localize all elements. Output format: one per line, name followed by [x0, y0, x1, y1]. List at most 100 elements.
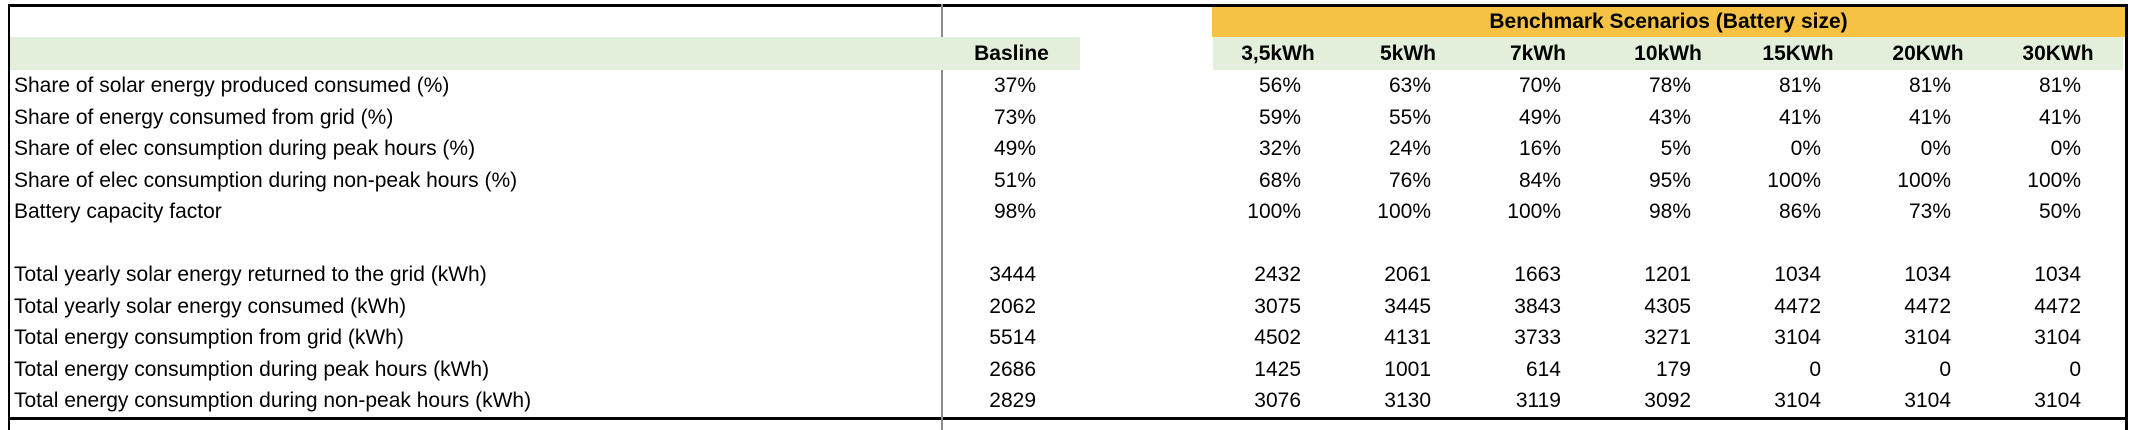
scenario-value-cell-2[interactable]: 76%: [1388, 168, 1431, 192]
scenario-value-cell-7[interactable]: 50%: [2038, 200, 2081, 223]
scenario-value-cell-3[interactable]: 614: [1525, 357, 1561, 381]
scenario-value-cell-2[interactable]: 63%: [1388, 74, 1431, 97]
scenario-value-cell-7[interactable]: 0%: [2050, 137, 2081, 160]
scenario-value-cell-3[interactable]: 1663: [1514, 263, 1561, 286]
scenario-value-cell-2[interactable]: 24%: [1388, 137, 1431, 160]
scenario-value-cell-7[interactable]: 3104: [2034, 389, 2081, 412]
scenario-header-cell-7[interactable]: 30KWh: [1993, 37, 2123, 70]
scenario-header-cell-3[interactable]: 7kWh: [1473, 37, 1603, 70]
baseline-value-cell[interactable]: 37%: [993, 74, 1036, 97]
baseline-value-cell[interactable]: 2686: [989, 357, 1036, 381]
scenario-value-cell-1[interactable]: 59%: [1258, 105, 1301, 129]
scenario-value-cell-2[interactable]: 3445: [1384, 294, 1431, 318]
scenario-value-cell-4[interactable]: 3271: [1644, 326, 1691, 349]
scenario-value-cell-3[interactable]: 84%: [1518, 168, 1561, 192]
row-label-cell[interactable]: Share of elec consumption during peak ho…: [14, 137, 476, 160]
scenario-value-cell-5[interactable]: 86%: [1778, 200, 1821, 223]
scenario-value-cell-5[interactable]: 3104: [1774, 389, 1821, 412]
scenario-value-cell-1[interactable]: 2432: [1254, 263, 1301, 286]
scenario-value-cell-4[interactable]: 43%: [1648, 105, 1691, 129]
scenario-value-cell-3[interactable]: 3733: [1514, 326, 1561, 349]
scenario-header-cell-6[interactable]: 20KWh: [1863, 37, 1993, 70]
scenario-value-cell-2[interactable]: 100%: [1377, 200, 1431, 223]
scenario-value-cell-5[interactable]: 3104: [1774, 326, 1821, 349]
scenario-value-cell-6[interactable]: [1863, 228, 1993, 260]
scenario-value-cell-7[interactable]: 3104: [2034, 326, 2081, 349]
baseline-value-cell[interactable]: 2829: [989, 389, 1036, 412]
baseline-value-cell[interactable]: 73%: [993, 105, 1036, 129]
scenario-value-cell-4[interactable]: [1603, 228, 1733, 260]
scenario-value-cell-4[interactable]: 179: [1655, 357, 1691, 381]
scenario-value-cell-6[interactable]: 81%: [1908, 74, 1951, 97]
scenario-value-cell-6[interactable]: 0%: [1920, 137, 1951, 160]
scenario-value-cell-5[interactable]: 0: [1809, 357, 1821, 381]
baseline-value-cell[interactable]: 2062: [989, 294, 1036, 318]
scenario-value-cell-3[interactable]: [1473, 228, 1603, 260]
scenario-value-cell-1[interactable]: 68%: [1258, 168, 1301, 192]
scenario-value-cell-4[interactable]: 1201: [1644, 263, 1691, 286]
label-column-header-cell[interactable]: [10, 37, 943, 70]
scenario-value-cell-1[interactable]: 4502: [1254, 326, 1301, 349]
row-label-cell[interactable]: Total yearly solar energy returned to th…: [14, 263, 487, 286]
scenario-header-cell-4[interactable]: 10kWh: [1603, 37, 1733, 70]
scenario-value-cell-4[interactable]: 3092: [1644, 389, 1691, 412]
scenario-value-cell-7[interactable]: 0: [2069, 357, 2081, 381]
scenario-value-cell-3[interactable]: 3119: [1515, 389, 1561, 412]
scenario-value-cell-7[interactable]: 100%: [2027, 168, 2081, 192]
row-label-cell[interactable]: Share of elec consumption during non-pea…: [14, 168, 518, 192]
row-label-cell[interactable]: Total energy consumption during peak hou…: [14, 357, 490, 381]
scenario-header-cell-1[interactable]: 3,5kWh: [1213, 37, 1343, 70]
baseline-value-cell[interactable]: [943, 228, 1080, 260]
scenario-value-cell-4[interactable]: 5%: [1660, 137, 1691, 160]
scenario-value-cell-4[interactable]: 4305: [1644, 294, 1691, 318]
scenario-value-cell-1[interactable]: 56%: [1258, 74, 1301, 97]
scenario-value-cell-6[interactable]: 41%: [1908, 105, 1951, 129]
scenario-value-cell-2[interactable]: 2061: [1384, 263, 1431, 286]
row-label-cell[interactable]: Battery capacity factor: [14, 200, 222, 223]
scenario-value-cell-5[interactable]: 41%: [1778, 105, 1821, 129]
scenario-value-cell-4[interactable]: 98%: [1648, 200, 1691, 223]
scenario-value-cell-5[interactable]: 0%: [1790, 137, 1821, 160]
baseline-value-cell[interactable]: 98%: [993, 200, 1036, 223]
row-label-cell[interactable]: Share of energy consumed from grid (%): [14, 105, 394, 129]
scenario-value-cell-1[interactable]: 3076: [1254, 389, 1301, 412]
scenario-value-cell-6[interactable]: 0: [1939, 357, 1951, 381]
scenario-value-cell-3[interactable]: 100%: [1507, 200, 1561, 223]
baseline-value-cell[interactable]: 51%: [993, 168, 1036, 192]
scenario-value-cell-6[interactable]: 3104: [1904, 389, 1951, 412]
scenario-value-cell-5[interactable]: 1034: [1774, 263, 1821, 286]
scenario-value-cell-5[interactable]: 81%: [1778, 74, 1821, 97]
row-label-cell[interactable]: Total energy consumption from grid (kWh): [14, 326, 404, 349]
scenario-value-cell-6[interactable]: 3104: [1904, 326, 1951, 349]
scenario-value-cell-2[interactable]: 55%: [1388, 105, 1431, 129]
baseline-value-cell[interactable]: 5514: [989, 326, 1036, 349]
scenario-value-cell-6[interactable]: 100%: [1897, 168, 1951, 192]
scenario-value-cell-7[interactable]: 4472: [2034, 294, 2081, 318]
scenario-header-cell-2[interactable]: 5kWh: [1343, 37, 1473, 70]
scenario-value-cell-5[interactable]: 4472: [1774, 294, 1821, 318]
baseline-value-cell[interactable]: 3444: [989, 263, 1036, 286]
scenario-value-cell-1[interactable]: 100%: [1247, 200, 1301, 223]
scenario-value-cell-4[interactable]: 78%: [1648, 74, 1691, 97]
scenario-value-cell-5[interactable]: [1733, 228, 1863, 260]
scenario-value-cell-1[interactable]: 1425: [1254, 357, 1301, 381]
scenario-value-cell-1[interactable]: 3075: [1254, 294, 1301, 318]
scenario-value-cell-2[interactable]: 4131: [1384, 326, 1431, 349]
row-label-cell[interactable]: Share of solar energy produced consumed …: [14, 74, 450, 97]
scenario-value-cell-6[interactable]: 4472: [1904, 294, 1951, 318]
scenario-value-cell-5[interactable]: 100%: [1767, 168, 1821, 192]
scenario-value-cell-6[interactable]: 73%: [1908, 200, 1951, 223]
baseline-value-cell[interactable]: 49%: [993, 137, 1036, 160]
scenario-value-cell-3[interactable]: 49%: [1518, 105, 1561, 129]
row-label-cell[interactable]: [10, 228, 943, 260]
scenario-value-cell-1[interactable]: [1213, 228, 1343, 260]
scenario-value-cell-1[interactable]: 32%: [1258, 137, 1301, 160]
baseline-header-cell[interactable]: Basline: [943, 37, 1080, 70]
scenario-value-cell-7[interactable]: 1034: [2034, 263, 2081, 286]
row-label-cell[interactable]: Total yearly solar energy consumed (kWh): [14, 294, 407, 318]
scenario-value-cell-3[interactable]: 16%: [1518, 137, 1561, 160]
scenario-value-cell-7[interactable]: 41%: [2038, 105, 2081, 129]
scenario-value-cell-2[interactable]: [1343, 228, 1473, 260]
scenario-value-cell-7[interactable]: [1993, 228, 2123, 260]
scenario-value-cell-2[interactable]: 3130: [1384, 389, 1431, 412]
